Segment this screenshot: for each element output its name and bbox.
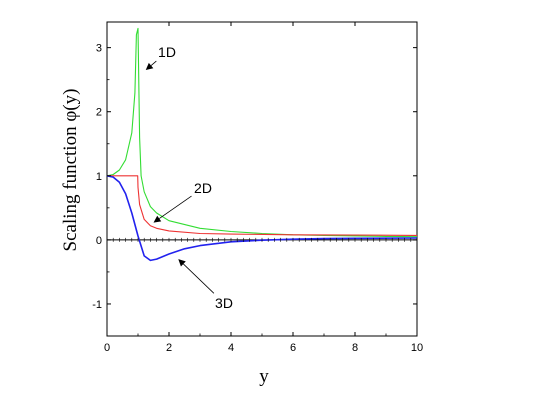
annotation-arrow-3d bbox=[183, 263, 215, 294]
annotation-label-2d: 2D bbox=[194, 180, 212, 196]
y-tick-label: 0 bbox=[96, 235, 102, 247]
x-tick-label: 0 bbox=[104, 342, 110, 354]
series-line-2d bbox=[107, 175, 418, 236]
annotation-label-1d: 1D bbox=[158, 44, 176, 60]
plot-frame bbox=[106, 21, 418, 337]
x-tick-label: 10 bbox=[411, 342, 423, 354]
annotation-arrowhead-2d bbox=[153, 215, 162, 223]
y-tick-label: 2 bbox=[96, 107, 102, 119]
annotation-arrow-2d bbox=[159, 195, 192, 219]
x-tick-label: 4 bbox=[228, 342, 234, 354]
series-line-1d bbox=[106, 27, 418, 238]
x-tick-label: 8 bbox=[352, 342, 358, 354]
y-tick-label: 3 bbox=[96, 43, 102, 55]
y-tick-label: 1 bbox=[96, 171, 102, 183]
y-tick-label: -1 bbox=[92, 299, 102, 311]
x-axis-label: y bbox=[259, 366, 269, 387]
x-tick-label: 2 bbox=[166, 342, 172, 354]
annotation-label-3d: 3D bbox=[215, 295, 233, 311]
x-tick-label: 6 bbox=[290, 342, 296, 354]
series-line-3d bbox=[106, 175, 418, 262]
annotation-arrowhead-1d bbox=[145, 62, 154, 71]
y-axis-label: Scaling function φ(y) bbox=[60, 89, 81, 252]
annotation-arrow-1d bbox=[150, 60, 157, 66]
annotation-arrowhead-3d bbox=[178, 259, 186, 267]
